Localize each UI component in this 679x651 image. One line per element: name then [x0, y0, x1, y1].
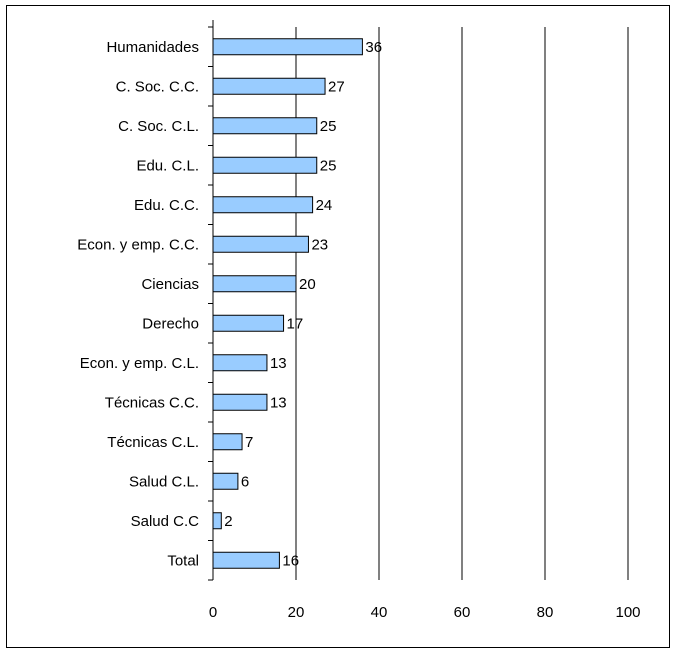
x-tick-label: 60 — [454, 604, 471, 621]
bar — [212, 77, 326, 95]
data-label: 23 — [311, 236, 328, 253]
data-label: 27 — [328, 78, 345, 95]
data-label: 7 — [245, 434, 253, 451]
data-label: 13 — [270, 355, 287, 372]
data-label: 6 — [241, 473, 249, 490]
data-label: 13 — [270, 394, 287, 411]
bar — [212, 433, 243, 451]
x-tick-label: 40 — [371, 604, 388, 621]
data-label: 36 — [365, 39, 382, 56]
x-tick-label: 0 — [209, 604, 217, 621]
category-label: Edu. C.C. — [134, 197, 199, 214]
chart-frame — [6, 5, 670, 648]
bar — [212, 117, 318, 135]
bar — [212, 156, 318, 174]
bar — [212, 472, 239, 490]
category-label: Econ. y emp. C.L. — [80, 355, 199, 372]
category-label: Técnicas C.L. — [107, 434, 199, 451]
bar — [212, 512, 222, 530]
data-label: 24 — [316, 197, 333, 214]
bar — [212, 235, 309, 253]
bar — [212, 38, 363, 56]
bar — [212, 354, 268, 372]
category-label: C. Soc. C.C. — [116, 78, 199, 95]
data-label: 17 — [287, 315, 304, 332]
x-tick-label: 100 — [615, 604, 640, 621]
bar — [212, 551, 280, 569]
data-label: 20 — [299, 276, 316, 293]
data-label: 25 — [320, 118, 337, 135]
category-label: Econ. y emp. C.C. — [77, 236, 199, 253]
x-tick-label: 80 — [537, 604, 554, 621]
x-tick-label: 20 — [288, 604, 305, 621]
category-label: C. Soc. C.L. — [118, 118, 199, 135]
data-label: 25 — [320, 157, 337, 174]
data-label: 16 — [282, 552, 299, 569]
category-label: Salud C.L. — [129, 473, 199, 490]
category-label: Técnicas C.C. — [105, 394, 199, 411]
category-label: Salud C.C — [131, 513, 200, 530]
category-label: Humanidades — [106, 39, 199, 56]
bar — [212, 196, 314, 214]
category-label: Total — [167, 552, 199, 569]
bar — [212, 314, 285, 332]
data-label: 2 — [224, 513, 232, 530]
category-label: Derecho — [142, 315, 199, 332]
bar — [212, 275, 297, 293]
category-label: Ciencias — [141, 276, 199, 293]
category-label: Edu. C.L. — [136, 157, 199, 174]
bar — [212, 393, 268, 411]
